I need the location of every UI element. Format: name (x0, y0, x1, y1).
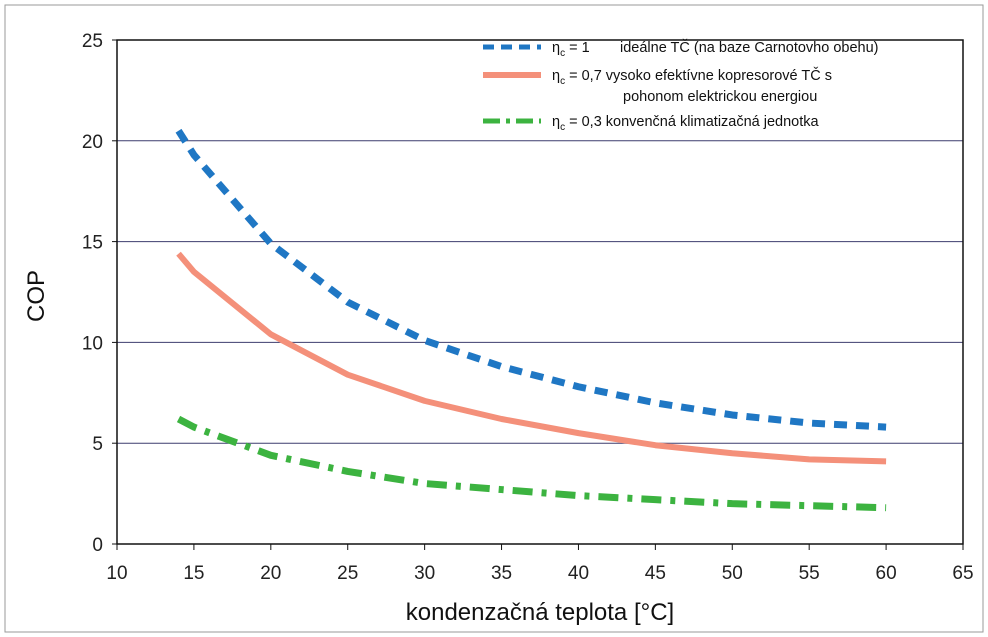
x-axis-title: kondenzačná teplota [°C] (406, 599, 674, 626)
legend-label-1: ηc = 1 ideálne TČ (na baze Carnotovho obe… (552, 39, 879, 59)
y-tick-label: 25 (82, 31, 103, 52)
x-tick-label: 30 (414, 563, 435, 584)
series-line-2 (176, 251, 887, 465)
y-axis-title: COP (23, 270, 50, 322)
x-tick-label: 20 (260, 563, 281, 584)
y-tick-label: 10 (82, 333, 103, 354)
x-tick-label: 50 (722, 563, 743, 584)
y-tick-label: 0 (92, 535, 103, 556)
y-tick-label: 5 (92, 434, 103, 455)
x-tick-label: 35 (491, 563, 512, 584)
plot-area-border (116, 39, 964, 545)
y-tick-label: 15 (82, 233, 103, 254)
series-line-1 (175, 128, 887, 431)
x-tick-label: 15 (183, 563, 204, 584)
x-tick-label: 10 (106, 563, 127, 584)
x-tick-label: 25 (337, 563, 358, 584)
x-tick-label: 40 (568, 563, 589, 584)
x-tick-label: 55 (799, 563, 820, 584)
x-tick-label: 60 (876, 563, 897, 584)
legend-label-2: ηc = 0,7 vysoko efektívne kopresorové TČ… (552, 67, 832, 87)
x-tick-label: 45 (645, 563, 666, 584)
series-line-3 (176, 415, 887, 512)
y-tick-label: 20 (82, 132, 103, 153)
legend-label-3: ηc = 0,3 konvenčná klimatizačná jednotka (552, 114, 820, 133)
x-tick-label: 65 (952, 563, 973, 584)
legend-label-2-line2: pohonom elektrickou energiou (623, 89, 817, 105)
outer-frame (4, 4, 984, 633)
